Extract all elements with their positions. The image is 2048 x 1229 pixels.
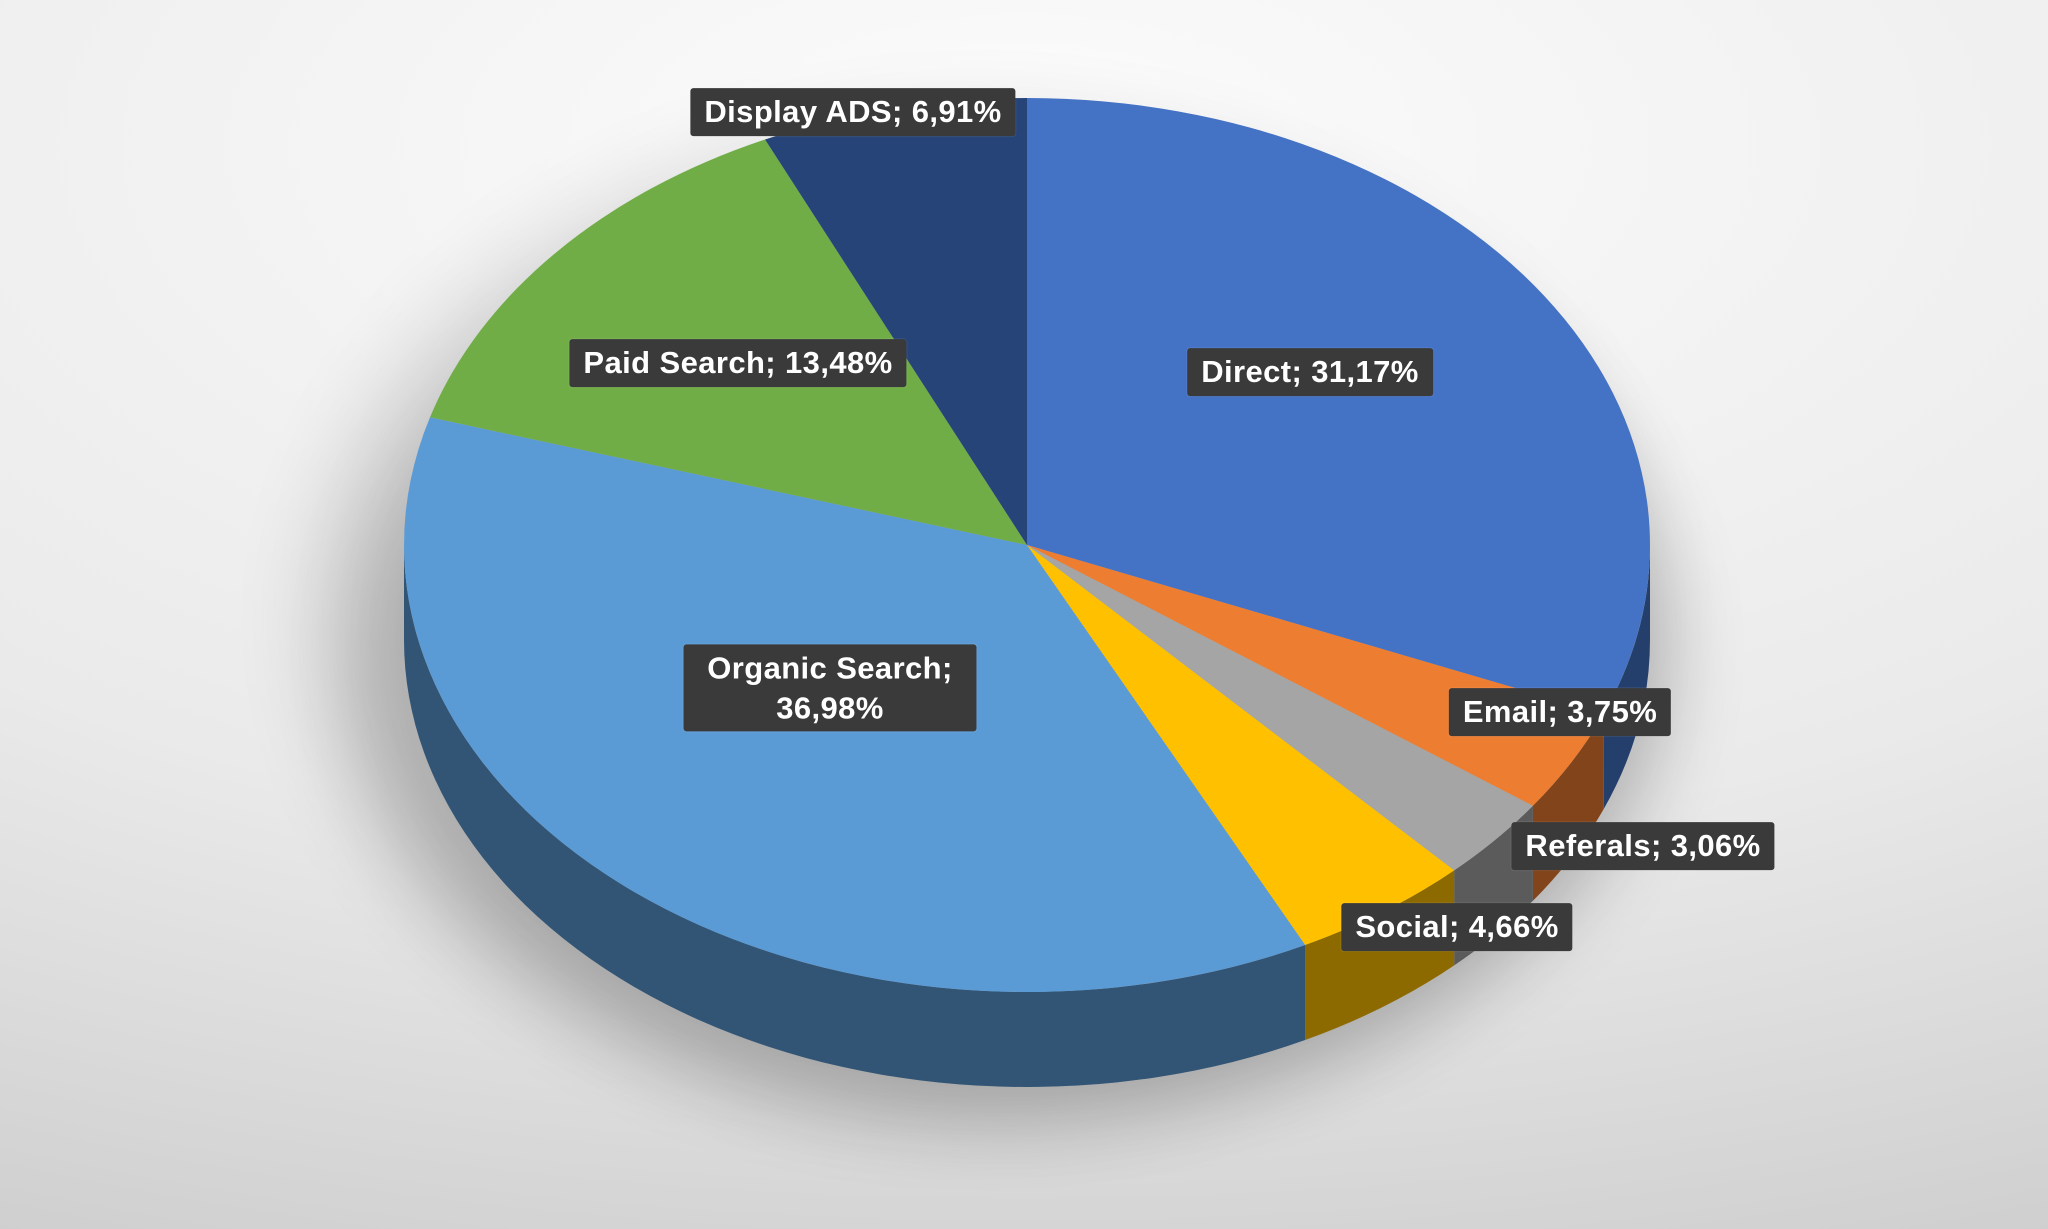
pie-slice-referals[interactable]: [1027, 545, 1533, 871]
pie-side-organic-search: [404, 545, 1306, 1088]
data-label-referals[interactable]: Referals; 3,06%: [1511, 822, 1775, 870]
data-label-email[interactable]: Email; 3,75%: [1448, 688, 1672, 736]
pie-side-direct: [1603, 545, 1650, 809]
data-label-paid-search[interactable]: Paid Search; 13,48%: [569, 339, 907, 387]
data-label-organic-search[interactable]: Organic Search; 36,98%: [683, 644, 977, 732]
pie-slice-direct[interactable]: [1027, 98, 1650, 714]
pie-slice-display-ads[interactable]: [765, 98, 1027, 545]
pie-slice-social[interactable]: [1027, 545, 1455, 945]
data-label-social[interactable]: Social; 4,66%: [1341, 903, 1573, 951]
pie-slice-email[interactable]: [1027, 545, 1604, 806]
data-label-display-ads[interactable]: Display ADS; 6,91%: [690, 88, 1016, 136]
data-label-direct[interactable]: Direct; 31,17%: [1187, 348, 1433, 396]
